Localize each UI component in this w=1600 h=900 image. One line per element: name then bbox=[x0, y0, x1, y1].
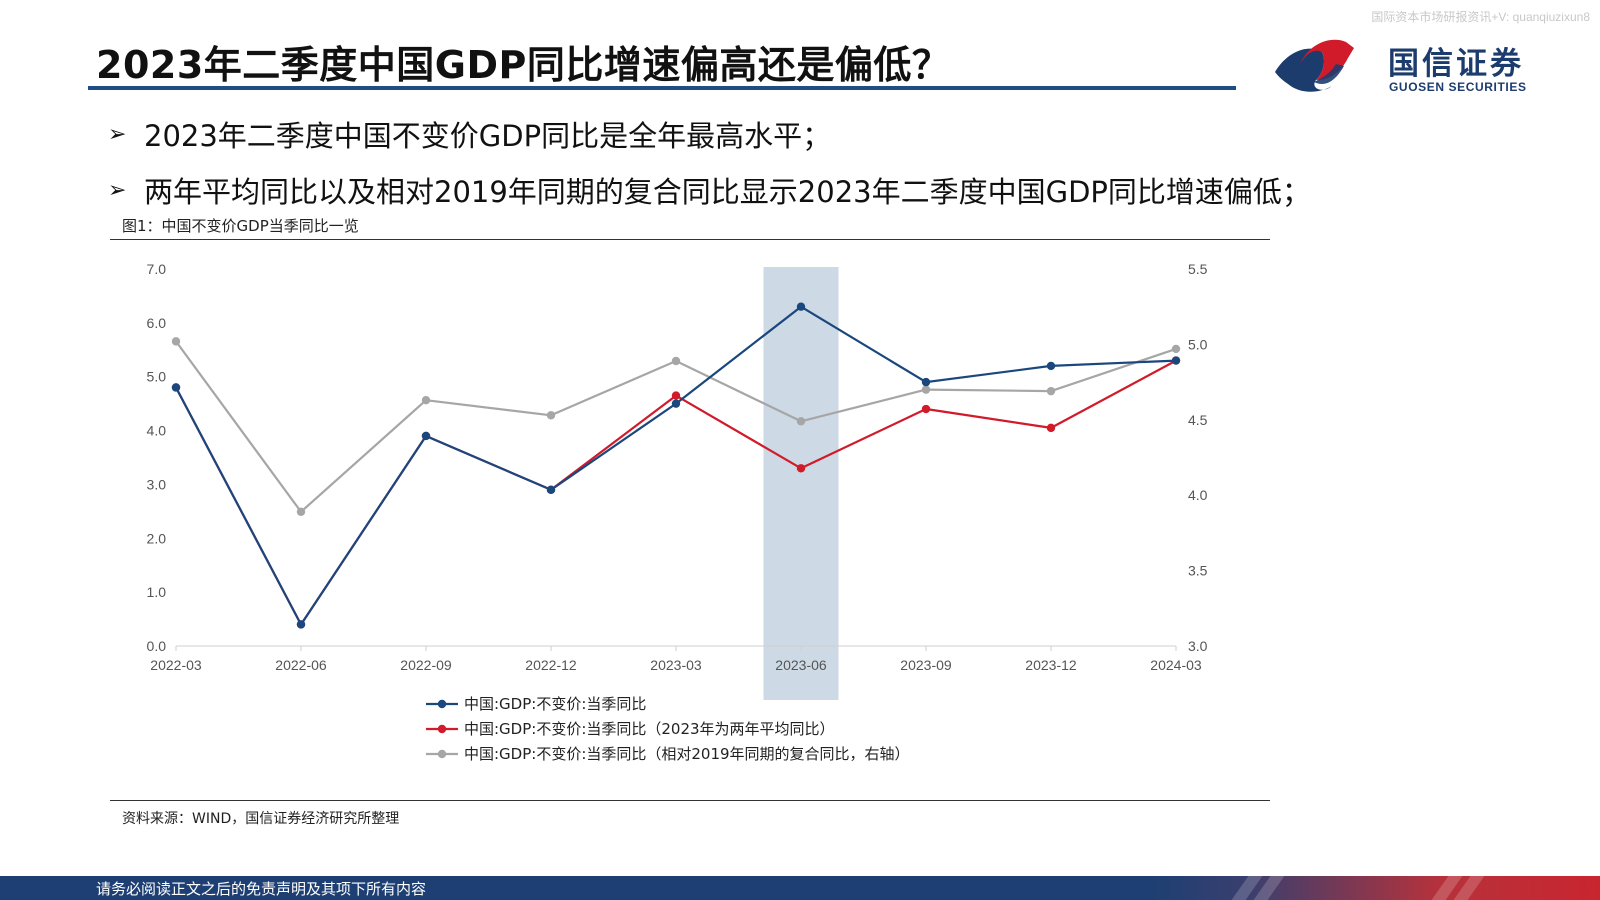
data-point-series-2 bbox=[1046, 423, 1056, 433]
gdp-line-chart: 2022-03 2022-06 2022-09 2022-12 2023-03 2023-… bbox=[147, 261, 1208, 763]
y-right-tick-label: 4.0 bbox=[1188, 487, 1208, 503]
data-point-series-3 bbox=[296, 507, 306, 516]
figure-caption: 图1：中国不变价GDP当季同比一览 bbox=[122, 217, 359, 235]
y-right-tick-label: 3.5 bbox=[1188, 563, 1208, 579]
footer-bar: 请务必阅读正文之后的免责声明及其项下所有内容 bbox=[0, 876, 1600, 900]
data-point-series-3 bbox=[171, 337, 181, 346]
x-tick-label: 2023-09 bbox=[900, 657, 952, 673]
figure-bottom-rule bbox=[110, 800, 1270, 801]
legend-label: 中国:GDP:不变价:当季同比（2023年为两年平均同比） bbox=[464, 720, 835, 738]
x-tick-label: 2022-06 bbox=[275, 657, 327, 673]
legend-marker bbox=[437, 724, 447, 734]
y-left-tick-label: 6.0 bbox=[147, 315, 167, 331]
data-point-series-1 bbox=[796, 302, 806, 311]
bullet-item: ➢ 2023年二季度中国不变价GDP同比是全年最高水平； bbox=[108, 106, 1311, 162]
x-tick-label: 2023-12 bbox=[1025, 657, 1077, 673]
data-point-series-2 bbox=[796, 464, 806, 473]
x-tick-label: 2022-12 bbox=[525, 657, 577, 673]
data-point-series-1 bbox=[1046, 361, 1056, 371]
data-point-series-3 bbox=[546, 411, 556, 420]
data-point-series-3 bbox=[921, 385, 931, 394]
bullet-text: 两年平均同比以及相对2019年同期的复合同比显示2023年二季度中国GDP同比增… bbox=[144, 175, 1311, 209]
y-right-tick-label: 3.0 bbox=[1188, 638, 1208, 654]
bullet-item: ➢ 两年平均同比以及相对2019年同期的复合同比显示2023年二季度中国GDP同… bbox=[108, 162, 1311, 218]
data-point-series-1 bbox=[546, 485, 556, 495]
figure-top-rule bbox=[110, 239, 1270, 240]
y-left-tick-label: 0.0 bbox=[147, 638, 167, 654]
data-point-series-3 bbox=[796, 417, 806, 426]
series-line-3 bbox=[175, 340, 1177, 513]
y-left-tick-label: 3.0 bbox=[147, 476, 167, 492]
y-left-tick-label: 1.0 bbox=[147, 584, 167, 600]
data-point-series-1 bbox=[671, 399, 681, 408]
data-point-series-3 bbox=[671, 356, 681, 366]
legend-label: 中国:GDP:不变价:当季同比（相对2019年同期的复合同比，右轴） bbox=[464, 745, 910, 763]
logo-name-cn: 国信证券 bbox=[1388, 46, 1524, 82]
title-divider bbox=[88, 86, 1236, 90]
y-left-tick-label: 7.0 bbox=[147, 261, 167, 277]
x-tick-label: 2023-06 bbox=[775, 657, 827, 673]
x-tick-label: 2022-03 bbox=[150, 657, 202, 673]
x-tick-label: 2022-09 bbox=[400, 657, 452, 673]
guosen-logo-icon bbox=[1275, 39, 1354, 92]
y-right-tick-label: 4.5 bbox=[1188, 412, 1208, 428]
data-point-series-1 bbox=[171, 383, 181, 392]
figure-source: 资料来源：WIND，国信证券经济研究所整理 bbox=[122, 811, 400, 827]
series-line-1 bbox=[175, 305, 1177, 626]
legend-label: 中国:GDP:不变价:当季同比 bbox=[464, 695, 646, 713]
arrow-bullet-icon: ➢ bbox=[108, 177, 127, 203]
bullet-text: 2023年二季度中国不变价GDP同比是全年最高水平； bbox=[144, 119, 832, 153]
x-tick-label: 2024-03 bbox=[1150, 657, 1202, 673]
y-right-tick-label: 5.0 bbox=[1188, 336, 1208, 352]
data-point-series-3 bbox=[1046, 386, 1056, 396]
y-left-tick-label: 2.0 bbox=[147, 530, 167, 546]
x-tick-label: 2023-03 bbox=[650, 657, 702, 673]
y-left-tick-label: 4.0 bbox=[147, 423, 167, 439]
data-point-series-2 bbox=[671, 391, 681, 400]
y-right-tick-label: 5.5 bbox=[1188, 261, 1208, 277]
y-left-tick-label: 5.0 bbox=[147, 369, 167, 385]
legend-marker bbox=[437, 749, 447, 759]
data-point-series-3 bbox=[421, 395, 431, 405]
data-point-series-1 bbox=[921, 377, 931, 387]
data-point-series-1 bbox=[1171, 356, 1181, 365]
data-point-series-3 bbox=[1171, 344, 1181, 354]
arrow-bullet-icon: ➢ bbox=[108, 121, 127, 147]
logo-name-en: GUOSEN SECURITIES bbox=[1389, 80, 1527, 94]
legend-marker bbox=[437, 699, 447, 709]
highlight-band bbox=[763, 267, 839, 700]
bullet-list: ➢ 2023年二季度中国不变价GDP同比是全年最高水平； ➢ 两年平均同比以及相… bbox=[108, 106, 1311, 218]
disclaimer-text: 请务必阅读正文之后的免责声明及其项下所有内容 bbox=[96, 880, 427, 898]
data-point-series-1 bbox=[421, 431, 431, 441]
data-point-series-2 bbox=[921, 404, 931, 414]
watermark-text: 国际资本市场研报资讯+V: quanqiuzixun8 bbox=[1371, 10, 1590, 24]
data-point-series-1 bbox=[296, 620, 306, 629]
page-title: 2023年二季度中国GDP同比增速偏高还是偏低？ bbox=[96, 43, 951, 87]
